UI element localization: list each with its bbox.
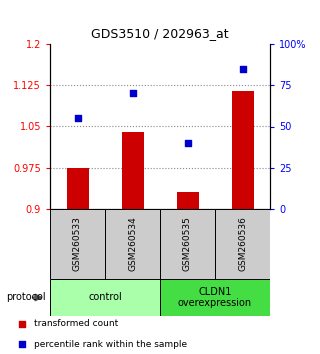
Text: control: control [88, 292, 122, 303]
Text: CLDN1
overexpression: CLDN1 overexpression [178, 287, 252, 308]
Point [185, 140, 190, 146]
Title: GDS3510 / 202963_at: GDS3510 / 202963_at [91, 27, 229, 40]
Bar [50, 209, 105, 279]
Point [19, 341, 24, 347]
Bar [122, 132, 143, 209]
Bar [160, 209, 215, 279]
Text: percentile rank within the sample: percentile rank within the sample [34, 339, 187, 349]
Text: GSM260533: GSM260533 [73, 217, 82, 272]
Point [240, 66, 245, 72]
Bar [231, 91, 253, 209]
Point [75, 115, 80, 121]
Text: protocol: protocol [6, 292, 46, 303]
Point [130, 91, 135, 96]
Bar [105, 209, 160, 279]
Text: GSM260534: GSM260534 [128, 217, 137, 272]
Text: transformed count: transformed count [34, 319, 118, 329]
Text: GSM260535: GSM260535 [183, 217, 192, 272]
Point [19, 321, 24, 327]
Bar [67, 168, 89, 209]
Bar [215, 209, 270, 279]
Text: GSM260536: GSM260536 [238, 217, 247, 272]
Bar [50, 279, 160, 316]
Bar [177, 193, 198, 209]
Bar [160, 279, 270, 316]
